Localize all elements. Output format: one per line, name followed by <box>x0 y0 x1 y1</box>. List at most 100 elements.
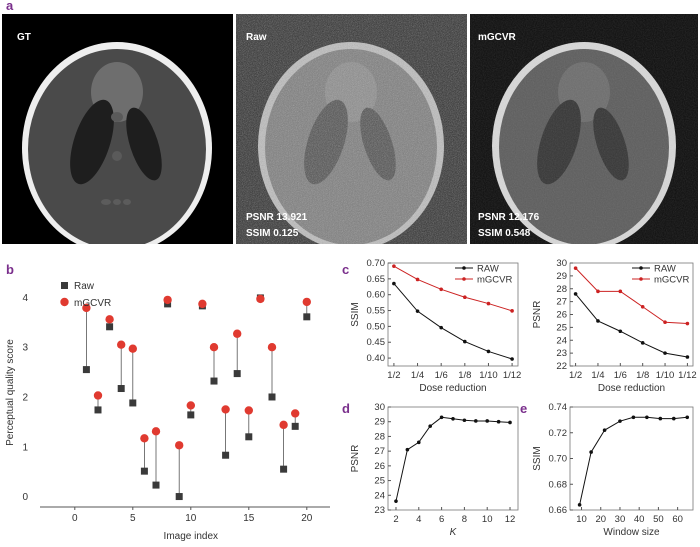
e-point <box>631 415 636 420</box>
b-point-mgcvr <box>244 406 253 415</box>
d-point <box>428 424 432 428</box>
d-xtick-label: 6 <box>439 514 444 525</box>
panel-label-a: a <box>6 0 14 13</box>
d-point <box>439 415 444 420</box>
b-legend-marker-raw <box>61 282 68 289</box>
c_psnr-line-1 <box>575 267 688 325</box>
phantom-mgcvr-image <box>470 14 698 244</box>
b-legend-label-mgcvr: mGCVR <box>74 298 111 309</box>
b-ylabel: Perceptual quality score <box>5 339 16 446</box>
image-label-raw: Raw <box>246 32 267 43</box>
d-point <box>394 499 398 503</box>
c_psnr-ytick-label: 26 <box>556 310 567 321</box>
b-point-raw <box>280 465 288 473</box>
d-point <box>474 419 478 423</box>
c_ssim-legend-label: RAW <box>477 264 499 275</box>
e-xtick-label: 20 <box>595 514 606 525</box>
c_psnr-ytick-label: 30 <box>556 258 567 269</box>
c_ssim-ylabel: SSIM <box>350 302 361 326</box>
d-point <box>405 447 410 452</box>
b-point-mgcvr <box>186 401 195 410</box>
e-ytick-label: 0.66 <box>549 505 568 516</box>
b-point-raw <box>222 451 230 459</box>
b-point-mgcvr <box>117 340 126 349</box>
c_ssim-point <box>439 287 443 292</box>
c_psnr-legend-label: RAW <box>654 264 676 275</box>
d-point <box>496 419 501 424</box>
c_ssim-point <box>415 309 420 313</box>
b-point-raw <box>117 385 125 393</box>
e-line-0 <box>579 416 688 505</box>
c_ssim-point <box>415 277 420 282</box>
image-ssim-mgcvr: SSIM 0.548 <box>478 228 531 239</box>
image-label-gt: GT <box>17 32 31 43</box>
d-ytick-label: 26 <box>374 461 385 472</box>
e-point <box>618 419 622 423</box>
c_psnr-point <box>685 355 690 359</box>
c_psnr-ytick-label: 25 <box>556 322 567 333</box>
c_ssim-point <box>510 309 514 313</box>
c_ssim-xtick-label: 1/4 <box>411 370 424 381</box>
phantom-raw-image <box>236 14 467 244</box>
c_ssim-ytick-label: 0.60 <box>367 290 386 301</box>
b-ytick-label: 0 <box>22 492 28 503</box>
b-xtick-label: 20 <box>301 513 313 524</box>
image-psnr-mgcvr: PSNR 12.176 <box>478 212 540 223</box>
b-point-mgcvr <box>209 342 219 352</box>
b-point-mgcvr <box>163 295 172 305</box>
d-frame <box>387 406 519 511</box>
c_psnr-point <box>573 292 578 296</box>
image-panel-gt: GT <box>2 14 233 244</box>
d-ytick-label: 29 <box>374 417 385 428</box>
c_ssim-point <box>439 325 443 330</box>
b-ytick-label: 4 <box>22 293 28 304</box>
c_ssim-point <box>463 295 467 300</box>
d-point <box>451 416 455 421</box>
c_psnr-xtick-label: 1/8 <box>636 370 649 381</box>
c_ssim-xtick-label: 1/2 <box>387 370 400 381</box>
d-xtick-label: 10 <box>482 514 493 525</box>
c_ssim-xtick-label: 1/12 <box>503 370 522 381</box>
b-point-raw <box>245 433 253 441</box>
d-xtick-label: 12 <box>505 514 516 525</box>
e-point <box>602 428 607 432</box>
c_psnr-point <box>640 304 645 309</box>
image-ssim-raw: SSIM 0.125 <box>246 228 299 239</box>
b-point-mgcvr <box>256 294 265 304</box>
c_psnr-point <box>596 319 600 323</box>
c_ssim-ytick-label: 0.40 <box>367 353 386 364</box>
b-point-raw <box>268 393 276 401</box>
c_psnr-point <box>618 329 623 334</box>
c_psnr-xtick-label: 1/10 <box>656 370 675 381</box>
e-ytick-label: 0.74 <box>549 402 568 413</box>
c_ssim-ytick-label: 0.70 <box>367 258 386 269</box>
image-panel-mgcvr: mGCVR PSNR 12.176 SSIM 0.548 <box>470 14 698 244</box>
b-ytick-label: 3 <box>22 343 28 354</box>
b-ytick-label: 1 <box>22 442 28 453</box>
image-panel-raw: Raw PSNR 13.921 SSIM 0.125 <box>236 14 467 244</box>
b-point-raw <box>129 399 137 407</box>
b-point-mgcvr <box>279 420 288 430</box>
c_psnr-point <box>663 351 667 355</box>
c_psnr-xtick-label: 1/2 <box>569 370 582 381</box>
image-label-mgcvr: mGCVR <box>478 32 516 43</box>
c_psnr-legend-marker <box>639 277 643 281</box>
c_psnr-xtick-label: 1/4 <box>591 370 604 381</box>
e-xtick-label: 60 <box>672 514 683 525</box>
b-point-mgcvr <box>221 405 230 414</box>
b-legend-label-raw: Raw <box>74 281 95 292</box>
panel-label-c: c <box>342 262 350 277</box>
c_ssim-ytick-label: 0.50 <box>367 321 386 332</box>
d-xtick-label: 8 <box>462 514 467 525</box>
e-ytick-label: 0.70 <box>549 454 568 465</box>
e-frame <box>569 406 694 511</box>
b-point-raw <box>187 411 195 419</box>
e-xlabel: Window size <box>603 527 660 538</box>
d-ytick-label: 28 <box>374 431 385 442</box>
c_psnr-point <box>640 341 645 345</box>
c_psnr-ytick-label: 29 <box>556 271 567 282</box>
c_psnr-ytick-label: 23 <box>556 348 567 359</box>
e-xtick-label: 40 <box>634 514 645 525</box>
d-ytick-label: 24 <box>374 490 385 501</box>
